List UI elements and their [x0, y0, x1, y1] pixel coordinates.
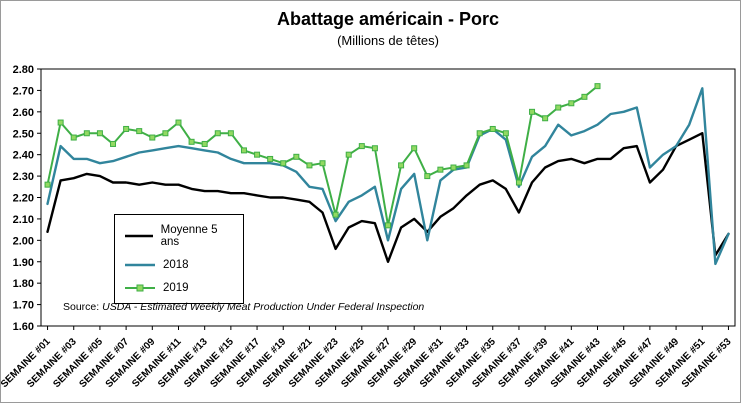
svg-text:2.70: 2.70	[13, 85, 34, 97]
source-note: Source: USDA - Estimated Weekly Meat Pro…	[63, 301, 424, 313]
source-text: USDA - Estimated Weekly Meat Production …	[102, 301, 425, 313]
legend-item-2019: 2019	[125, 282, 233, 294]
legend-label-2018: 2018	[163, 259, 189, 271]
svg-text:2.00: 2.00	[13, 235, 34, 247]
svg-text:2.50: 2.50	[13, 128, 34, 140]
legend-line-sample-2018	[125, 263, 155, 267]
legend-item-moyenne-5-ans: Moyenne 5 ans	[125, 224, 233, 248]
legend: Moyenne 5 ans 2018 2019	[114, 214, 244, 304]
svg-text:1.60: 1.60	[13, 321, 34, 333]
legend-label-moyenne-5-ans: Moyenne 5 ans	[160, 224, 218, 248]
chart-title: Abattage américain - Porc	[276, 9, 500, 29]
svg-text:2.30: 2.30	[13, 171, 34, 183]
svg-text:2.20: 2.20	[13, 193, 34, 205]
svg-text:2.10: 2.10	[13, 214, 34, 226]
legend-label-2019: 2019	[163, 282, 189, 294]
svg-text:1.80: 1.80	[13, 278, 34, 290]
svg-text:2.40: 2.40	[13, 150, 34, 162]
legend-item-2018: 2018	[125, 259, 233, 271]
svg-text:2.60: 2.60	[13, 107, 34, 119]
legend-line-sample-black	[125, 234, 153, 238]
svg-text:2.80: 2.80	[13, 64, 34, 76]
svg-text:1.90: 1.90	[13, 257, 34, 269]
chart-subtitle: (Millions de têtes)	[337, 33, 439, 48]
svg-text:1.70: 1.70	[13, 300, 34, 312]
source-prefix: Source:	[63, 301, 103, 313]
legend-line-sample-2019	[125, 284, 155, 292]
